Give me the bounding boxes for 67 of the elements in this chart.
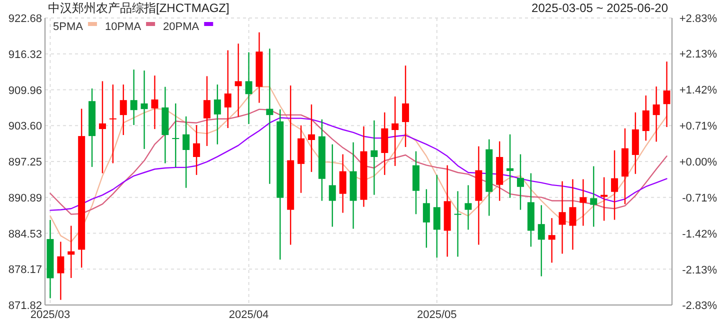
candlestick bbox=[402, 64, 410, 148]
y2-tick-label: -2.83% bbox=[682, 300, 718, 312]
candlestick bbox=[642, 94, 650, 142]
candlestick bbox=[538, 204, 545, 277]
y2-tick-label: +0.71% bbox=[679, 120, 718, 132]
candlestick bbox=[203, 76, 210, 147]
y-tick-label: 916.32 bbox=[8, 48, 42, 61]
candlestick bbox=[120, 84, 127, 136]
chart-subtitle: 2025-03-05 ~ 2025-06-20 bbox=[532, 1, 668, 15]
candlestick bbox=[328, 144, 336, 228]
candlestick bbox=[558, 180, 566, 254]
y-tick-label: 878.17 bbox=[8, 264, 42, 276]
candlestick bbox=[57, 241, 64, 300]
candlestick bbox=[68, 225, 75, 279]
candlestick bbox=[611, 150, 618, 220]
chart-title: 中汉郑州农产品综指[ZHCTMAGZ] bbox=[48, 1, 230, 15]
y2-tick-label: -2.13% bbox=[682, 264, 718, 277]
candlestick bbox=[182, 116, 190, 188]
candlestick bbox=[266, 48, 274, 184]
candlestick bbox=[433, 174, 440, 258]
candlestick bbox=[663, 60, 670, 128]
y-tick-label: 890.89 bbox=[8, 192, 42, 204]
candlestick bbox=[392, 96, 399, 167]
candlestick bbox=[652, 86, 660, 142]
candlestick bbox=[172, 102, 180, 168]
candlestick bbox=[569, 178, 576, 250]
y-tick-label: 922.68 bbox=[8, 13, 42, 25]
candlestick bbox=[151, 74, 158, 130]
candlestick bbox=[370, 120, 378, 196]
y2-tick-label: +1.42% bbox=[679, 84, 718, 96]
y-tick-label: 909.96 bbox=[8, 84, 42, 97]
candlestick bbox=[308, 104, 315, 173]
candlestick bbox=[464, 184, 472, 230]
legend-label: 5PMA bbox=[53, 21, 84, 33]
candlestick bbox=[422, 188, 430, 248]
y-tick-label: 884.53 bbox=[8, 228, 42, 240]
candlestick bbox=[590, 166, 598, 228]
candlestick bbox=[214, 84, 221, 145]
legend-label: 20PMA bbox=[163, 21, 200, 33]
candlestick bbox=[516, 154, 524, 210]
candlestick bbox=[234, 43, 242, 118]
legend-label: 10PMA bbox=[104, 21, 142, 33]
candlestick bbox=[454, 190, 462, 258]
candlestick bbox=[506, 134, 514, 198]
y-tick-label: 871.82 bbox=[8, 300, 42, 312]
candlestick bbox=[580, 178, 587, 226]
candlestick bbox=[109, 84, 116, 164]
x-tick-label: 2025/05 bbox=[416, 309, 457, 320]
y-tick-label: 897.25 bbox=[8, 156, 42, 168]
candlestick bbox=[98, 80, 106, 174]
candlestick bbox=[339, 154, 346, 214]
y2-tick-label: -0.71% bbox=[682, 192, 718, 204]
x-tick-label: 2025/03 bbox=[30, 309, 70, 320]
candlestick bbox=[130, 68, 138, 126]
y2-tick-label: +0.00% bbox=[679, 156, 718, 168]
y-tick-label: 903.60 bbox=[8, 120, 42, 133]
y2-tick-label: +2.83% bbox=[679, 13, 718, 25]
candlestick bbox=[193, 124, 200, 176]
x-tick-label: 2025/04 bbox=[228, 309, 269, 320]
y2-tick-label: +2.13% bbox=[679, 48, 718, 60]
y2-tick-label: -1.42% bbox=[682, 228, 718, 241]
candlestick bbox=[548, 218, 556, 264]
candlestick bbox=[224, 50, 232, 129]
candlestick bbox=[245, 52, 252, 125]
candlestick bbox=[140, 70, 148, 150]
candlestick bbox=[600, 176, 608, 222]
line-series bbox=[50, 86, 668, 243]
